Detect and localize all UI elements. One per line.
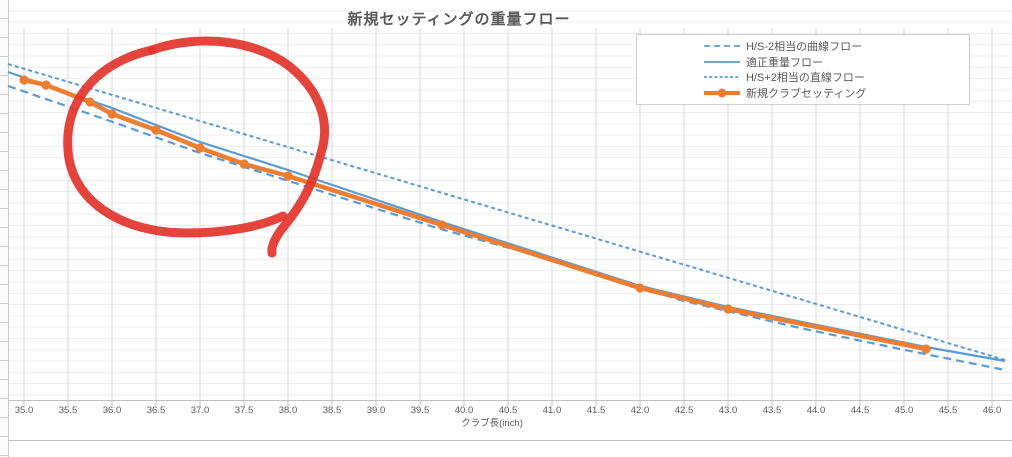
series-new-club-setting-marker	[239, 159, 249, 169]
legend-item-2[interactable]: H/S+2相当の直線フロー	[637, 70, 969, 85]
x-tick-label: 45.5	[938, 405, 958, 416]
x-tick-label: 43.5	[762, 405, 782, 416]
x-tick-label: 44.5	[850, 405, 870, 416]
x-tick-label: 35.5	[58, 405, 78, 416]
series-new-club-setting-marker	[195, 143, 205, 153]
x-tick-label: 38.0	[278, 405, 298, 416]
legend-label: 適正重量フロー	[746, 56, 823, 69]
x-tick-label: 39.5	[410, 405, 430, 416]
legend-label: 新規クラブセッティング	[746, 88, 867, 101]
x-tick-label: 36.0	[102, 405, 122, 416]
series-new-club-setting-marker	[85, 97, 95, 107]
legend-label: H/S+2相当の直線フロー	[746, 72, 865, 85]
x-tick-label: 35.0	[14, 405, 34, 416]
series-new-club-setting-marker	[635, 283, 645, 293]
legend-item-0[interactable]: H/S-2相当の曲線フロー	[637, 38, 969, 53]
legend-label: H/S-2相当の曲線フロー	[746, 40, 863, 53]
x-tick-label: 42.5	[674, 405, 694, 416]
series-new-club-setting-marker	[151, 125, 161, 135]
series-new-club-setting-marker	[437, 220, 447, 230]
x-tick-label: 40.0	[454, 405, 474, 416]
series-new-club-setting-marker	[921, 344, 931, 354]
x-tick-label: 41.5	[586, 405, 606, 416]
series-new-club-setting-marker	[19, 75, 29, 85]
x-tick-label: 43.0	[718, 405, 738, 416]
series-hs-minus2-curve	[7, 84, 1006, 372]
legend-item-1[interactable]: 適正重量フロー	[637, 54, 969, 69]
x-tick-label: 37.5	[234, 405, 254, 416]
series-new-club-setting-line	[23, 77, 927, 352]
series-new-club-setting-marker	[283, 171, 293, 181]
x-tick-label: 46.0	[982, 405, 1002, 416]
series-new-club-setting-marker	[41, 80, 51, 90]
chart-legend[interactable]: H/S-2相当の曲線フロー 適正重量フロー H/S+2相当の直線フロー 新規クラブセッ…	[636, 34, 970, 105]
red-circle-annotation	[63, 45, 288, 238]
series-new-club-setting-marker	[723, 304, 733, 314]
legend-sample-icon	[704, 76, 740, 79]
x-tick-label: 41.0	[542, 405, 562, 416]
legend-orange-marker	[717, 88, 727, 98]
legend-sample-icon	[704, 60, 740, 63]
chart-object-bottom-border	[8, 440, 1012, 441]
legend-sample-icon	[704, 88, 740, 98]
x-tick-label: 39.0	[366, 405, 386, 416]
x-tick-label: 42.0	[630, 405, 650, 416]
x-tick-label: 36.5	[146, 405, 166, 416]
legend-sample-icon	[704, 44, 740, 47]
x-tick-label: 37.0	[190, 405, 210, 416]
x-tick-label: 44.0	[806, 405, 826, 416]
chart-title: 新規セッティングの重量フロー	[347, 11, 571, 28]
series-hs-plus2-straight	[7, 63, 1006, 361]
x-tick-label: 38.5	[322, 405, 342, 416]
legend-item-3[interactable]: 新規クラブセッティング	[637, 86, 969, 101]
red-circle-annotation	[147, 36, 329, 258]
series-new-club-setting-marker	[107, 109, 117, 119]
x-tick-label: 40.5	[498, 405, 518, 416]
worksheet-left-strip	[0, 0, 9, 457]
series-proper-weight-flow	[7, 70, 1006, 363]
x-tick-label: 45.0	[894, 405, 914, 416]
x-axis-title: クラブ長(inch)	[461, 418, 523, 429]
